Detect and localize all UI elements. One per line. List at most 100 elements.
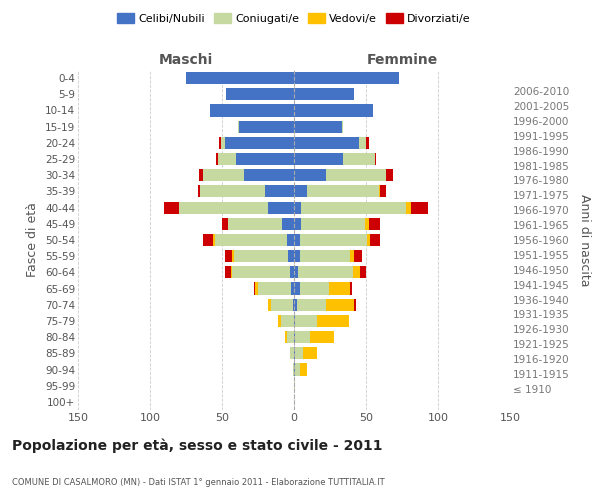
Bar — [350, 250, 355, 262]
Bar — [218, 153, 236, 165]
Bar — [374, 153, 376, 165]
Bar — [294, 169, 326, 181]
Bar — [295, 315, 317, 327]
Bar — [294, 120, 341, 132]
Bar — [294, 153, 343, 165]
Bar — [219, 137, 221, 149]
Bar — [294, 315, 295, 327]
Bar — [179, 202, 268, 213]
Bar — [226, 88, 294, 101]
Bar — [286, 331, 287, 343]
Bar — [294, 88, 355, 101]
Bar — [317, 315, 349, 327]
Bar — [353, 266, 360, 278]
Bar — [294, 364, 295, 376]
Bar — [199, 169, 203, 181]
Bar — [366, 137, 369, 149]
Bar — [254, 282, 255, 294]
Bar — [283, 218, 294, 230]
Bar — [365, 218, 369, 230]
Bar — [200, 186, 265, 198]
Bar — [265, 186, 294, 198]
Bar — [294, 380, 295, 392]
Bar — [232, 266, 290, 278]
Bar — [379, 186, 380, 198]
Bar — [278, 315, 281, 327]
Bar — [294, 72, 399, 84]
Bar — [287, 234, 294, 246]
Bar — [164, 202, 179, 213]
Bar — [294, 234, 300, 246]
Bar — [287, 331, 294, 343]
Bar — [197, 186, 200, 198]
Bar — [211, 104, 294, 117]
Bar — [288, 250, 294, 262]
Bar — [295, 364, 300, 376]
Bar — [326, 298, 355, 311]
Bar — [230, 266, 232, 278]
Bar — [343, 153, 374, 165]
Bar — [294, 298, 297, 311]
Bar — [294, 266, 298, 278]
Bar — [214, 234, 215, 246]
Bar — [225, 250, 232, 262]
Bar — [300, 234, 367, 246]
Bar — [300, 364, 307, 376]
Bar — [294, 137, 359, 149]
Bar — [293, 364, 294, 376]
Bar — [216, 153, 218, 165]
Bar — [203, 234, 214, 246]
Bar — [268, 202, 294, 213]
Bar — [238, 120, 239, 132]
Bar — [294, 202, 301, 213]
Bar — [225, 137, 294, 149]
Bar — [326, 169, 386, 181]
Bar — [295, 348, 302, 360]
Bar — [221, 137, 225, 149]
Bar — [300, 282, 329, 294]
Bar — [228, 218, 283, 230]
Bar — [302, 348, 317, 360]
Bar — [350, 282, 352, 294]
Bar — [203, 169, 244, 181]
Text: Popolazione per età, sesso e stato civile - 2011: Popolazione per età, sesso e stato civil… — [12, 438, 383, 453]
Bar — [239, 120, 294, 132]
Text: Maschi: Maschi — [159, 52, 213, 66]
Y-axis label: Fasce di età: Fasce di età — [26, 202, 40, 278]
Bar — [294, 331, 295, 343]
Bar — [290, 266, 294, 278]
Bar — [258, 282, 291, 294]
Text: COMUNE DI CASALMORO (MN) - Dati ISTAT 1° gennaio 2011 - Elaborazione TUTTITALIA.: COMUNE DI CASALMORO (MN) - Dati ISTAT 1°… — [12, 478, 385, 487]
Bar — [236, 153, 294, 165]
Bar — [293, 298, 294, 311]
Text: Femmine: Femmine — [367, 52, 437, 66]
Bar — [310, 331, 334, 343]
Bar — [294, 186, 307, 198]
Bar — [369, 218, 380, 230]
Bar — [307, 186, 379, 198]
Bar — [380, 186, 386, 198]
Bar — [297, 298, 326, 311]
Bar — [355, 250, 362, 262]
Bar — [255, 282, 258, 294]
Y-axis label: Anni di nascita: Anni di nascita — [578, 194, 591, 286]
Bar — [301, 202, 406, 213]
Bar — [244, 169, 294, 181]
Bar — [386, 169, 394, 181]
Bar — [360, 266, 366, 278]
Bar — [281, 315, 294, 327]
Bar — [355, 298, 356, 311]
Bar — [359, 137, 366, 149]
Bar — [222, 218, 228, 230]
Bar — [215, 234, 287, 246]
Bar — [186, 72, 294, 84]
Bar — [301, 218, 365, 230]
Bar — [290, 348, 294, 360]
Bar — [294, 218, 301, 230]
Bar — [232, 250, 233, 262]
Bar — [294, 282, 300, 294]
Bar — [294, 250, 300, 262]
Bar — [294, 104, 373, 117]
Bar — [341, 120, 343, 132]
Bar — [268, 298, 271, 311]
